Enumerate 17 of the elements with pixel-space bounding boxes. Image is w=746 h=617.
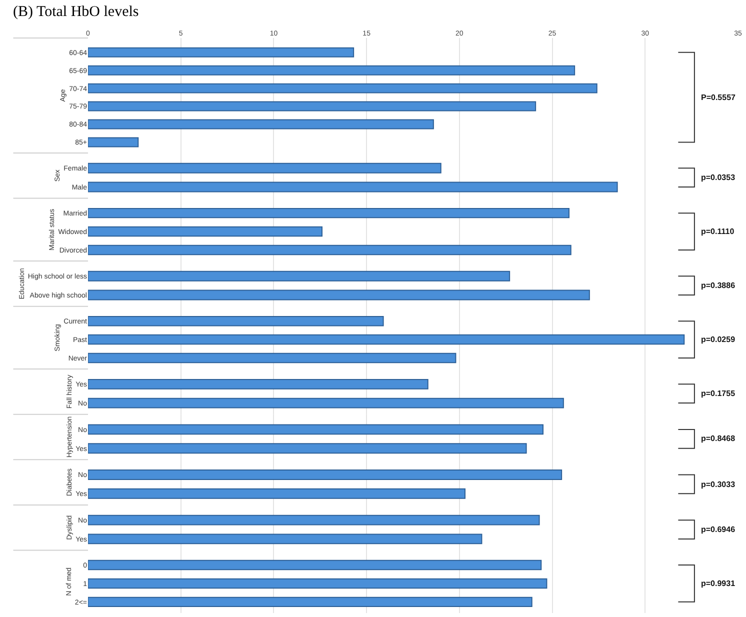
annotation: p=0.3033 <box>701 480 736 489</box>
annotation: p=0.6946 <box>701 525 736 534</box>
bar <box>88 65 576 76</box>
bar <box>88 101 536 112</box>
annotation: P=0.5557 <box>701 93 736 102</box>
annotation: p=0.1755 <box>701 389 736 398</box>
annotation: p=0.0259 <box>701 335 736 344</box>
bar <box>88 137 139 148</box>
bar <box>88 47 354 58</box>
annotation: p=0.0353 <box>701 173 736 182</box>
annotation: p=0.8468 <box>701 434 736 443</box>
annotation: p=0.9931 <box>701 579 736 588</box>
annotation: p=0.1110 <box>701 227 735 236</box>
chart-title: (B) Total HbO levels <box>13 4 139 20</box>
bar <box>88 83 598 94</box>
annotation: p=0.3886 <box>701 281 736 290</box>
bar <box>88 119 434 130</box>
